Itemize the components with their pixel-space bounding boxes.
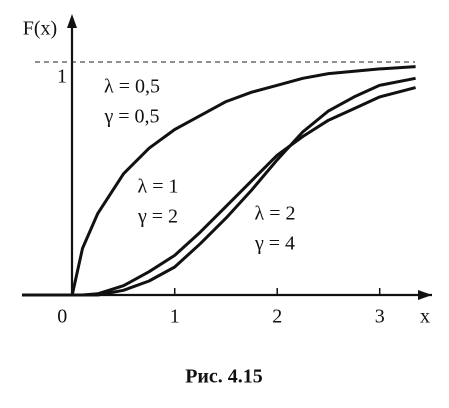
x-tick-label: 3 (375, 306, 385, 328)
y-axis-arrow (67, 14, 77, 28)
x-axis-arrow (418, 290, 432, 300)
x-tick-label: 0 (57, 306, 67, 328)
curve-annotation: γ = 0,5 (103, 106, 159, 128)
x-axis-label: x (420, 306, 430, 328)
x-tick-label: 2 (272, 306, 282, 328)
curve-annotation: γ = 4 (254, 233, 295, 255)
x-tick-label: 1 (170, 306, 180, 328)
curve-annotation: λ = 1 (138, 176, 179, 198)
y-tick-label: 1 (57, 66, 67, 88)
y-axis-label: F(x) (23, 18, 57, 40)
curve-annotation: λ = 0,5 (104, 76, 160, 98)
caption: Рис. 4.15 (185, 366, 263, 388)
curve (22, 86, 416, 297)
curve-annotation: γ = 2 (137, 206, 178, 228)
curve-annotation: λ = 2 (255, 203, 296, 225)
curve (22, 65, 416, 297)
curve (22, 76, 416, 297)
